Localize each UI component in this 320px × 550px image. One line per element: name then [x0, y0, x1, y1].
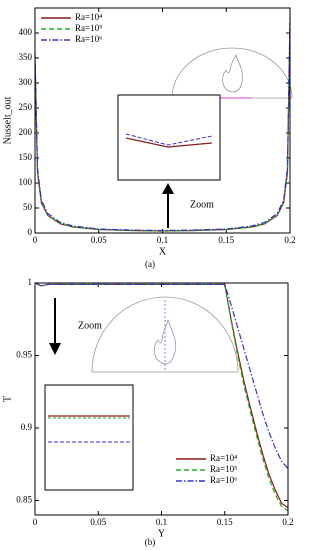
data-line [34, 15, 291, 232]
zoom-box [44, 384, 134, 491]
y-tick-label: 0.9 [21, 422, 33, 432]
y-tick-label: 0.85 [16, 495, 32, 505]
y-tick-label: 150 [19, 152, 33, 162]
legend-label: Ra=10⁶ [75, 34, 102, 44]
inset-geometry [91, 296, 239, 373]
legend-label: Ra=10⁶ [210, 475, 237, 485]
x-tick-label: 0.2 [282, 517, 293, 527]
annotation: Zoom [78, 320, 102, 331]
y-tick-label: 200 [19, 127, 33, 137]
y-axis-label: Nusselt_out [2, 96, 13, 144]
x-tick-label: 0.15 [218, 235, 234, 245]
caption: (b) [145, 537, 156, 547]
inset-geometry [171, 47, 293, 99]
y-tick-label: 50 [23, 202, 33, 212]
x-tick-label: 0.1 [157, 235, 168, 245]
legend-label: Ra=10⁴ [210, 453, 237, 463]
data-line [34, 282, 289, 469]
legend-label: Ra=10⁵ [75, 23, 102, 33]
y-tick-label: 250 [19, 102, 33, 112]
x-tick-label: 0.15 [217, 517, 233, 527]
plot-frame [34, 7, 291, 234]
plot-frame [34, 282, 289, 516]
legend-label: Ra=10⁴ [75, 12, 102, 22]
caption: (a) [145, 259, 155, 269]
y-axis-label: T [2, 396, 13, 402]
x-tick-label: 0.05 [91, 235, 107, 245]
y-tick-label: 350 [19, 52, 33, 62]
x-axis-label: X [159, 246, 167, 257]
x-tick-label: 0 [33, 235, 38, 245]
y-tick-label: 0.95 [16, 350, 32, 360]
data-line [34, 282, 289, 512]
zoom-arrow [49, 298, 61, 355]
figure: 0 0.05 0.1 0.15 0.2 0.85 0.9 0.95 1 Y T 0 0.05 0.1 0.1… [2, 7, 296, 547]
y-tick-label: 1 [28, 277, 33, 287]
x-axis-label: Y [158, 528, 165, 539]
plot: 0 0.05 0.1 0.15 0.2 0.85 0.9 0.95 1 Y T [2, 277, 293, 539]
annotation: Zoom [190, 199, 214, 210]
x-tick-label: 0 [33, 517, 38, 527]
y-tick-label: 300 [19, 77, 33, 87]
y-tick-label: 0 [28, 227, 33, 237]
zoom-arrow [162, 183, 174, 228]
y-tick-label: 100 [19, 177, 33, 187]
y-tick-label: 400 [19, 27, 33, 37]
x-tick-label: 0.2 [284, 235, 295, 245]
x-tick-label: 0.05 [90, 517, 106, 527]
x-tick-label: 0.1 [156, 517, 167, 527]
zoom-box [117, 94, 221, 181]
legend-label: Ra=10⁵ [210, 464, 237, 474]
